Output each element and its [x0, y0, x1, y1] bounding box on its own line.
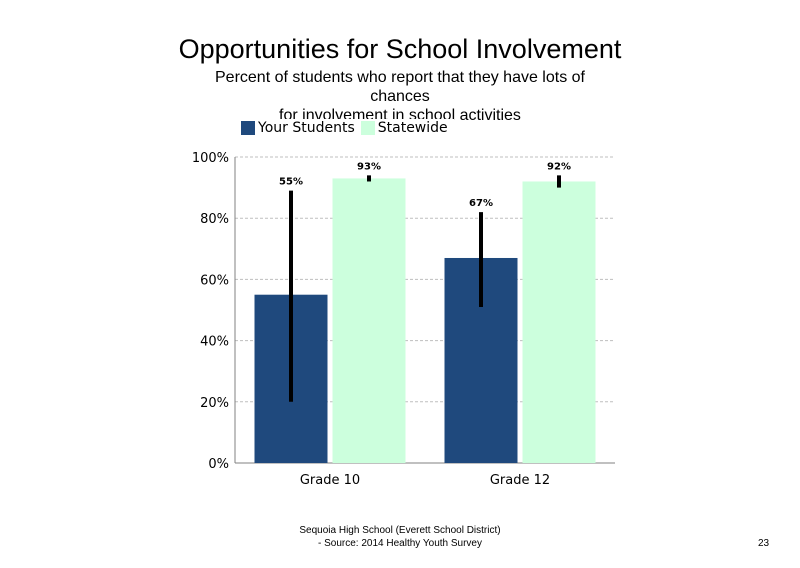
footer-line-1: Sequoia High School (Everett School Dist…: [299, 525, 501, 536]
legend-item-your-students: Your Students: [241, 120, 355, 136]
legend-swatch-your-students: [241, 121, 255, 135]
y-tick-label: 100%: [192, 151, 229, 166]
footer-source: Sequoia High School (Everett School Dist…: [0, 524, 800, 550]
y-tick-label: 0%: [208, 457, 229, 472]
y-tick-label: 80%: [200, 212, 229, 227]
chart-subtitle: Percent of students who report that they…: [200, 68, 600, 125]
y-tick-label: 40%: [200, 335, 229, 350]
bar-statewide: [332, 178, 406, 464]
y-tick-label: 20%: [200, 396, 229, 411]
data-label-statewide: 93%: [357, 161, 381, 172]
legend-swatch-statewide: [360, 121, 375, 135]
bar-statewide: [522, 181, 596, 464]
chart-title: Opportunities for School Involvement: [178, 34, 622, 64]
legend-label-your-students: Your Students: [258, 120, 355, 136]
footer-line-2: - Source: 2014 Healthy Youth Survey: [318, 538, 482, 549]
legend: Your Students Statewide: [241, 119, 454, 137]
data-label-your-students: 55%: [279, 177, 303, 188]
legend-item-statewide: Statewide: [360, 120, 448, 136]
subtitle-line-1: Percent of students who report that they…: [215, 69, 585, 105]
legend-label-statewide: Statewide: [377, 120, 448, 136]
data-label-statewide: 92%: [547, 161, 571, 172]
y-tick-label: 60%: [200, 273, 229, 288]
x-tick-label: Grade 12: [490, 473, 550, 488]
data-label-your-students: 67%: [469, 198, 493, 209]
x-tick-label: Grade 10: [300, 473, 360, 488]
page-number: 23: [758, 538, 770, 549]
